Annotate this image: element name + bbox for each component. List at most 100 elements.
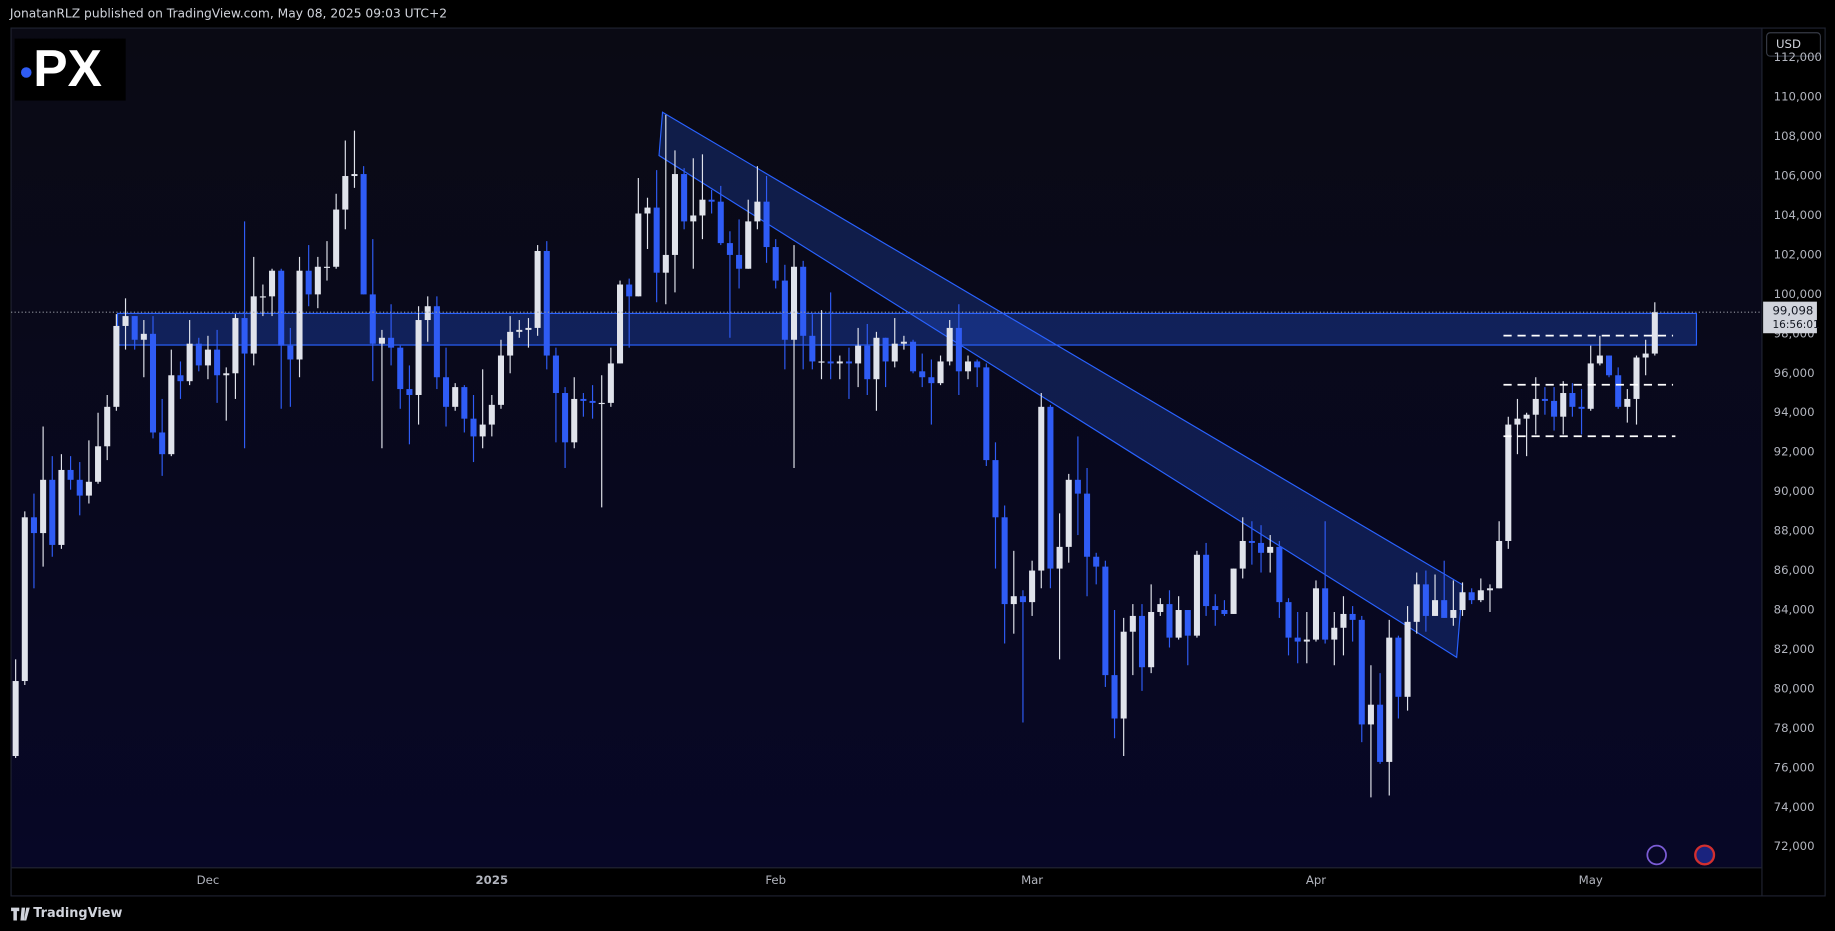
- candle-body: [1404, 621, 1411, 697]
- candle-body: [928, 377, 935, 384]
- candle-body: [1432, 600, 1439, 616]
- candle-body: [1175, 610, 1182, 638]
- candle-body: [836, 361, 843, 364]
- candle-body: [873, 337, 880, 380]
- candle-body: [1019, 596, 1026, 603]
- candle-body: [269, 270, 276, 297]
- y-tick-label: 90,000: [1774, 484, 1815, 498]
- candle-body: [1074, 479, 1081, 494]
- candle-body: [296, 270, 303, 360]
- drawings: [116, 111, 1698, 659]
- logo-dot: [21, 67, 32, 78]
- candle-body: [1450, 610, 1457, 618]
- candle-body: [1102, 566, 1109, 676]
- candle-body: [1340, 613, 1347, 628]
- candle-body: [1596, 355, 1603, 364]
- candle-body: [369, 294, 376, 344]
- candle-body: [507, 331, 514, 356]
- candle-body: [1148, 611, 1155, 668]
- candle-body: [1587, 363, 1594, 409]
- candle-body: [1541, 398, 1548, 401]
- candle-body: [470, 418, 477, 437]
- flag-icon[interactable]: [1694, 844, 1716, 866]
- levels: [1503, 334, 1676, 438]
- candle-body: [104, 406, 111, 447]
- candle-body: [314, 266, 321, 295]
- candle-body: [1276, 546, 1283, 603]
- candle-body: [699, 199, 706, 216]
- y-tick-label: 78,000: [1774, 721, 1815, 735]
- y-tick-label: 112,000: [1774, 50, 1822, 64]
- x-tick-label: Feb: [765, 873, 786, 887]
- candle-body: [1395, 637, 1402, 697]
- candle-body: [1084, 493, 1091, 557]
- currency-box[interactable]: [1766, 32, 1822, 57]
- candle-body: [1349, 613, 1356, 620]
- candle-body: [49, 479, 56, 545]
- x-tick-label: 2025: [476, 873, 509, 887]
- candle-body: [131, 316, 138, 340]
- currency: USD: [1776, 37, 1801, 51]
- candle-body: [772, 247, 779, 281]
- candle-body: [323, 266, 331, 268]
- candle-body: [690, 215, 697, 222]
- candle-body: [562, 393, 569, 443]
- candle-body: [287, 345, 294, 360]
- candle-body: [1496, 540, 1503, 589]
- candle-body: [919, 371, 926, 378]
- y-tick-label: 100,000: [1774, 287, 1822, 301]
- candle-body: [168, 375, 175, 455]
- candle-body: [278, 270, 285, 346]
- candle-body: [992, 460, 999, 518]
- x-tick-label: May: [1579, 873, 1603, 887]
- candle-body: [571, 398, 578, 443]
- candle-body: [76, 479, 83, 496]
- candle-body: [516, 329, 523, 332]
- candle-body: [497, 355, 505, 405]
- candle-body: [1331, 627, 1338, 640]
- candle-body: [635, 213, 642, 297]
- candle-body: [40, 479, 47, 534]
- candle-body: [534, 250, 541, 328]
- footer-logo: [11, 907, 30, 921]
- candle-body: [140, 333, 147, 340]
- candle-body: [882, 337, 889, 362]
- candles: [12, 114, 1658, 798]
- candle-body: [974, 361, 981, 368]
- candle-body: [85, 481, 92, 496]
- candle-body: [1624, 398, 1631, 407]
- candle-body: [1203, 554, 1210, 607]
- candle-body: [818, 361, 825, 363]
- candle-body: [424, 306, 431, 321]
- candle-body: [360, 174, 367, 295]
- candle-body: [864, 345, 871, 380]
- last-price-label: 99,098: [1772, 304, 1813, 318]
- candle-body: [1578, 406, 1585, 409]
- candle-body: [241, 318, 248, 354]
- x-tick-label: Dec: [197, 873, 220, 887]
- candle-body: [113, 325, 120, 407]
- candle-body: [525, 327, 532, 330]
- candle-body: [1386, 637, 1393, 762]
- y-tick-label: 110,000: [1774, 90, 1822, 104]
- candle-body: [21, 517, 28, 682]
- candle-body: [250, 296, 257, 354]
- candle-body: [626, 284, 633, 297]
- candle-body: [708, 199, 715, 202]
- candle-body: [1001, 517, 1008, 605]
- y-tick-label: 106,000: [1774, 169, 1822, 183]
- flash-icon[interactable]: [1646, 844, 1667, 866]
- candle-body: [1569, 393, 1576, 407]
- candle-body: [955, 327, 962, 372]
- candle-body: [1377, 704, 1384, 762]
- candle-body: [177, 375, 184, 382]
- candle-body: [406, 389, 413, 395]
- candle-body: [543, 250, 550, 356]
- candle-body: [1560, 393, 1567, 417]
- candle-body: [809, 335, 816, 362]
- candle-body: [1267, 546, 1274, 553]
- candle-body: [891, 343, 898, 362]
- candle-body: [452, 387, 459, 407]
- candle-body: [415, 320, 422, 395]
